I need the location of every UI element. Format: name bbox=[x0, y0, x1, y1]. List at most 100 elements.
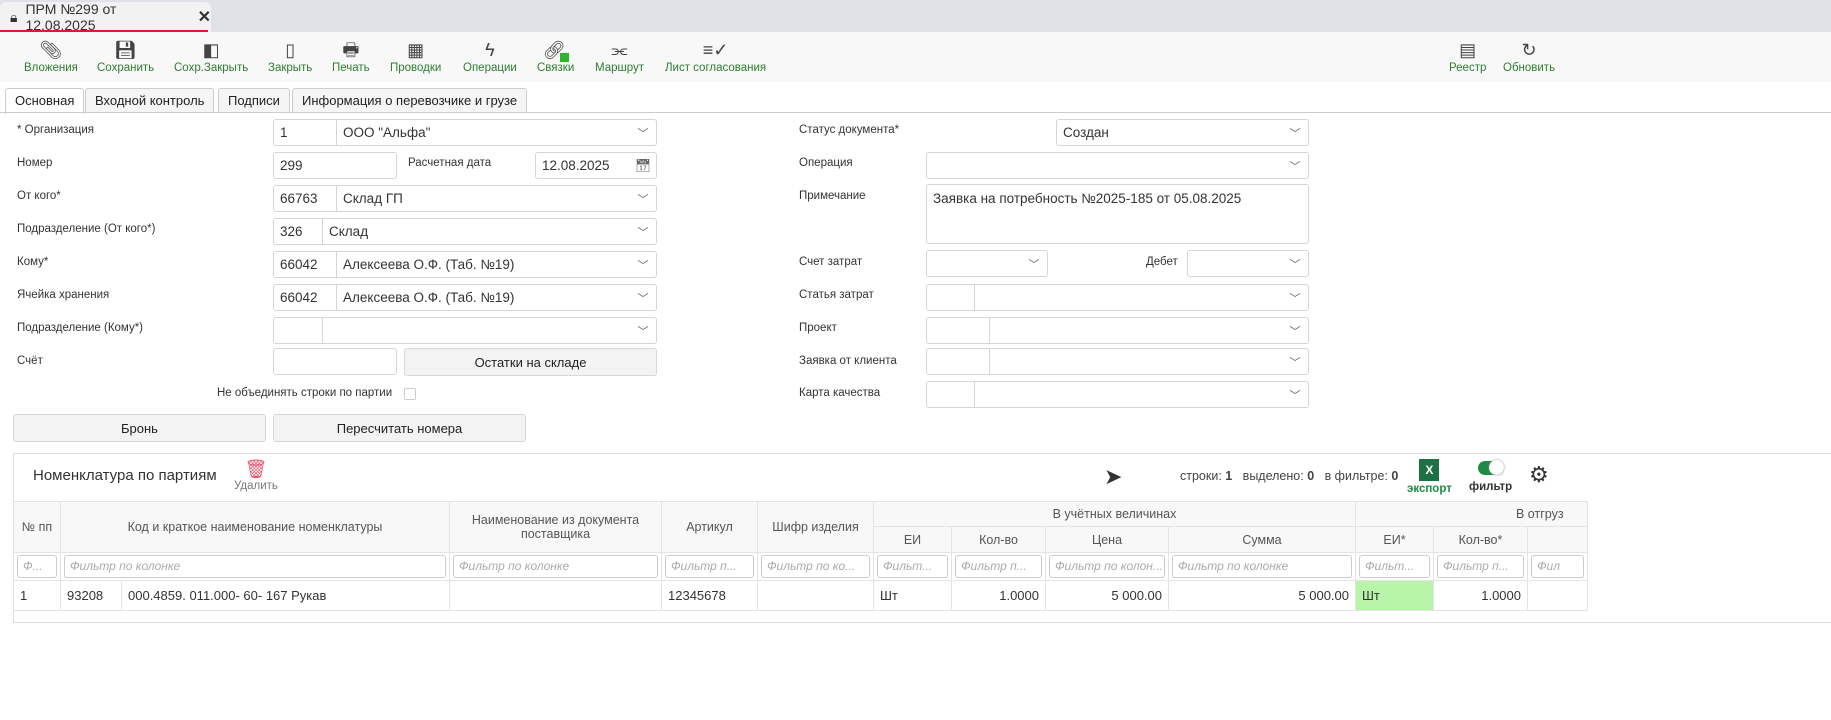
attachments-button[interactable]: 📎︎ Вложения bbox=[24, 38, 78, 74]
column-filter-input[interactable]: Фильтр п... bbox=[1437, 555, 1524, 578]
cost-item-code[interactable] bbox=[927, 285, 975, 310]
quality-card-select[interactable]: ﹀ bbox=[926, 381, 1309, 408]
cell-select[interactable]: 66042 Алексеева О.Ф. (Таб. №19) ﹀ bbox=[273, 284, 657, 311]
col-header-supplier-name[interactable]: Наименование из документа поставщика bbox=[449, 501, 662, 553]
quality-card-code[interactable] bbox=[927, 382, 975, 407]
reserve-button[interactable]: Бронь bbox=[13, 414, 266, 442]
chevron-down-icon[interactable]: ﹀ bbox=[637, 127, 649, 140]
col-header-unit2[interactable]: ЕИ* bbox=[1355, 526, 1434, 553]
table-row[interactable]: 1 93208 000.4859. 011.000- 60- 167 Рукав… bbox=[13, 580, 1588, 611]
cost-account-select[interactable]: ﹀ bbox=[926, 250, 1048, 277]
cell-code[interactable]: 66042 bbox=[274, 285, 337, 310]
chevron-down-icon[interactable]: ﹀ bbox=[637, 193, 649, 206]
operation-select[interactable]: ﹀ bbox=[926, 152, 1309, 179]
chevron-down-icon[interactable]: ﹀ bbox=[1289, 127, 1301, 140]
column-filter-input[interactable]: Фильтр п... bbox=[665, 555, 754, 578]
col-header-qty[interactable]: Кол-во bbox=[951, 526, 1046, 553]
route-button[interactable]: ⫘ Маршрут bbox=[595, 38, 644, 74]
col-header-num[interactable]: № пп bbox=[13, 501, 61, 553]
col-header-sum[interactable]: Сумма bbox=[1168, 526, 1356, 553]
chevron-down-icon[interactable]: ﹀ bbox=[637, 292, 649, 305]
chevron-down-icon[interactable]: ﹀ bbox=[637, 226, 649, 239]
approval-sheet-button[interactable]: ≡✓ Лист согласования bbox=[665, 38, 766, 74]
tab-carrier-info[interactable]: Информация о перевозчике и грузе bbox=[292, 88, 528, 113]
org-code[interactable]: 1 bbox=[274, 120, 337, 145]
column-filter-input[interactable]: Фил bbox=[1531, 555, 1584, 578]
register-button[interactable]: ▤ Реестр bbox=[1449, 38, 1486, 74]
col-header-article[interactable]: Артикул bbox=[661, 501, 758, 553]
chevron-down-icon[interactable]: ﹀ bbox=[637, 259, 649, 272]
column-filter-input[interactable]: Фильтр по колонке bbox=[64, 555, 446, 578]
no-merge-checkbox[interactable] bbox=[404, 388, 416, 400]
tab-signatures[interactable]: Подписи bbox=[218, 88, 290, 113]
tab-incoming-control[interactable]: Входной контроль bbox=[85, 88, 215, 113]
calendar-icon[interactable]: 📅︎ bbox=[634, 157, 652, 173]
column-filter-input[interactable]: Фильтр п... bbox=[955, 555, 1042, 578]
to-select[interactable]: 66042 Алексеева О.Ф. (Таб. №19) ﹀ bbox=[273, 251, 657, 278]
delete-label: Удалить bbox=[234, 480, 278, 492]
chevron-down-icon[interactable]: ﹀ bbox=[1289, 258, 1301, 271]
chevron-down-icon[interactable]: ﹀ bbox=[637, 325, 649, 338]
org-select[interactable]: 1 ООО "Альфа" ﹀ bbox=[273, 119, 657, 146]
client-request-select[interactable]: ﹀ bbox=[926, 348, 1309, 375]
gear-icon[interactable]: ⚙ bbox=[1529, 462, 1549, 487]
save-button[interactable]: 💾︎ Сохранить bbox=[97, 38, 154, 74]
close-button[interactable]: ▯ Закрыть bbox=[268, 38, 312, 74]
chevron-down-icon[interactable]: ﹀ bbox=[1289, 325, 1301, 338]
note-label: Примечание bbox=[799, 190, 866, 202]
calc-date-input[interactable]: 12.08.2025 📅︎ bbox=[535, 152, 657, 179]
filter-toggle[interactable]: фильтр bbox=[1469, 460, 1512, 493]
number-input[interactable]: 299 bbox=[273, 152, 397, 179]
document-tab[interactable]: 🔒︎ ПРМ №299 от 12.08.2025 ✕ bbox=[0, 1, 211, 33]
save-close-button[interactable]: ◧ Сохр.Закрыть bbox=[174, 38, 248, 74]
cell-unit2[interactable]: Шт bbox=[1355, 580, 1434, 611]
stock-balance-button[interactable]: Остатки на складе bbox=[404, 348, 657, 376]
tab-main[interactable]: Основная bbox=[5, 88, 85, 114]
print-button[interactable]: 🖶 Печать bbox=[332, 38, 370, 74]
links-button[interactable]: 🔗︎ Связки bbox=[537, 38, 574, 74]
col-header-more bbox=[1527, 526, 1588, 553]
chevron-down-icon[interactable]: ﹀ bbox=[1289, 160, 1301, 173]
col-header-price[interactable]: Цена bbox=[1045, 526, 1169, 553]
note-textarea[interactable]: Заявка на потребность №2025-185 от 05.08… bbox=[926, 184, 1309, 244]
to-code[interactable]: 66042 bbox=[274, 252, 337, 277]
column-filter-input[interactable]: Фильтр по ко... bbox=[761, 555, 870, 578]
chevron-down-icon[interactable]: ﹀ bbox=[1028, 258, 1040, 271]
from-dept-select[interactable]: 326 Склад ﹀ bbox=[273, 218, 657, 245]
chevron-down-icon[interactable]: ﹀ bbox=[1289, 292, 1301, 305]
to-dept-code[interactable] bbox=[274, 318, 323, 343]
close-icon[interactable]: ✕ bbox=[197, 9, 211, 26]
col-header-cipher[interactable]: Шифр изделия bbox=[757, 501, 874, 553]
to-dept-select[interactable]: ﹀ bbox=[273, 317, 657, 344]
debit-select[interactable]: ﹀ bbox=[1187, 250, 1309, 277]
chevron-down-icon[interactable]: ﹀ bbox=[1289, 356, 1301, 369]
cost-item-select[interactable]: ﹀ bbox=[926, 284, 1309, 311]
filter-cell: Фильт... bbox=[873, 552, 952, 581]
col-header-unit[interactable]: ЕИ bbox=[873, 526, 952, 553]
account-input[interactable] bbox=[273, 348, 397, 375]
from-select[interactable]: 66763 Склад ГП ﹀ bbox=[273, 185, 657, 212]
save-close-icon: ◧ bbox=[202, 40, 220, 60]
project-select[interactable]: ﹀ bbox=[926, 317, 1309, 344]
from-code[interactable]: 66763 bbox=[274, 186, 337, 211]
delete-button[interactable]: 🗑︎ Удалить bbox=[234, 459, 278, 492]
column-filter-input[interactable]: Фильтр по колонке bbox=[1172, 555, 1352, 578]
renumber-button[interactable]: Пересчитать номера bbox=[273, 414, 526, 442]
client-request-code[interactable] bbox=[927, 349, 990, 374]
column-filter-input[interactable]: Фильтр по колон... bbox=[1049, 555, 1165, 578]
column-filter-input[interactable]: Фильтр по колонке bbox=[453, 555, 658, 578]
project-code[interactable] bbox=[927, 318, 990, 343]
column-filter-input[interactable]: Ф... bbox=[17, 555, 57, 578]
from-dept-code[interactable]: 326 bbox=[274, 219, 323, 244]
column-filter-input[interactable]: Фильт... bbox=[1359, 555, 1430, 578]
col-header-qty2[interactable]: Кол-во* bbox=[1433, 526, 1528, 553]
operations-button[interactable]: ϟ Операции bbox=[463, 38, 517, 74]
calc-date-label: Расчетная дата bbox=[408, 157, 492, 169]
col-header-code-name[interactable]: Код и краткое наименование номенклатуры bbox=[60, 501, 450, 553]
postings-button[interactable]: ▦ Проводки bbox=[390, 38, 441, 74]
column-filter-input[interactable]: Фильт... bbox=[877, 555, 948, 578]
refresh-button[interactable]: ↻ Обновить bbox=[1503, 38, 1555, 74]
chevron-down-icon[interactable]: ﹀ bbox=[1289, 389, 1301, 402]
status-select[interactable]: Создан ﹀ bbox=[1056, 119, 1309, 146]
